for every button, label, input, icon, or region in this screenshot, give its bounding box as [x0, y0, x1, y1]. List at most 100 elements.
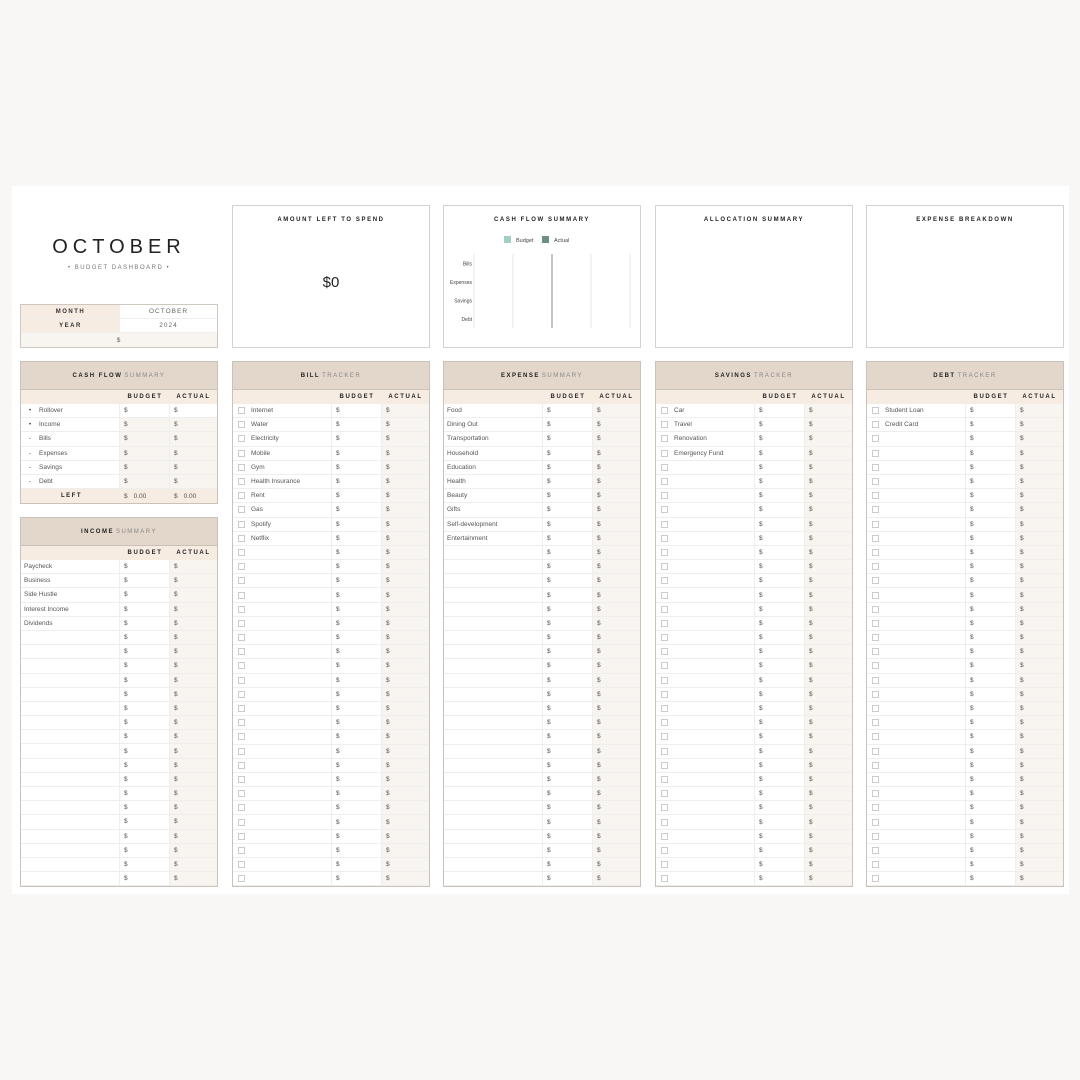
budget-cell[interactable]: $ [543, 687, 593, 701]
actual-cell[interactable]: $ [805, 687, 852, 701]
item-cell[interactable] [444, 772, 543, 787]
item-cell[interactable] [656, 503, 755, 517]
actual-cell[interactable]: $ [593, 631, 640, 645]
checkbox[interactable] [238, 478, 245, 486]
actual-cell[interactable]: $ [593, 701, 640, 716]
actual-cell[interactable]: $ [382, 645, 429, 659]
actual-cell[interactable]: $ [1016, 858, 1063, 872]
budget-cell[interactable]: $ [120, 602, 170, 616]
actual-cell[interactable]: $ [170, 787, 217, 801]
budget-cell[interactable]: $ [332, 531, 382, 545]
budget-cell[interactable]: $ [966, 787, 1016, 801]
checkbox[interactable] [661, 634, 668, 642]
item-cell[interactable] [867, 829, 966, 843]
checkbox[interactable] [661, 705, 668, 713]
budget-cell[interactable]: $ [755, 404, 805, 418]
actual-cell[interactable]: $ [170, 432, 217, 446]
budget-cell[interactable]: $ [543, 730, 593, 744]
budget-cell[interactable]: $ [755, 801, 805, 815]
item-cell[interactable] [444, 545, 543, 560]
item-cell[interactable]: Dividends [21, 616, 120, 630]
budget-cell[interactable]: $ [332, 446, 382, 460]
item-cell[interactable]: Emergency Fund [656, 446, 755, 460]
item-cell[interactable] [21, 872, 120, 886]
item-cell[interactable] [21, 659, 120, 673]
item-cell[interactable] [867, 588, 966, 602]
actual-cell[interactable]: $ [593, 772, 640, 787]
item-cell[interactable]: Water [233, 418, 332, 432]
item-cell[interactable] [656, 758, 755, 772]
actual-cell[interactable]: $ [593, 858, 640, 872]
item-cell[interactable] [233, 872, 332, 886]
item-cell[interactable]: Household [444, 446, 543, 460]
checkbox[interactable] [661, 548, 668, 556]
budget-cell[interactable]: $ [966, 588, 1016, 602]
budget-cell[interactable]: $ [332, 645, 382, 659]
budget-cell[interactable]: $ [543, 843, 593, 857]
item-cell[interactable] [867, 701, 966, 716]
item-cell[interactable] [444, 560, 543, 574]
actual-cell[interactable]: $ [382, 815, 429, 829]
checkbox[interactable] [872, 407, 879, 415]
actual-cell[interactable]: $ [170, 418, 217, 432]
item-cell[interactable] [21, 645, 120, 659]
item-cell[interactable] [233, 801, 332, 815]
item-cell[interactable]: Food [444, 404, 543, 418]
actual-cell[interactable]: $ [170, 616, 217, 630]
checkbox[interactable] [872, 733, 879, 741]
checkbox[interactable] [238, 605, 245, 613]
actual-cell[interactable]: $ [805, 474, 852, 489]
actual-cell[interactable]: $ [170, 758, 217, 772]
budget-cell[interactable]: $ [543, 489, 593, 503]
item-cell[interactable]: Spotify [233, 517, 332, 531]
checkbox[interactable] [661, 478, 668, 486]
budget-cell[interactable]: $ [543, 602, 593, 616]
checkbox[interactable] [661, 563, 668, 571]
budget-cell[interactable]: $ [966, 616, 1016, 630]
actual-cell[interactable]: $ [805, 489, 852, 503]
item-cell[interactable] [867, 489, 966, 503]
item-cell[interactable] [233, 716, 332, 730]
item-cell[interactable] [867, 801, 966, 815]
budget-cell[interactable]: $ [543, 517, 593, 531]
actual-cell[interactable]: $ [805, 418, 852, 432]
budget-cell[interactable]: $ [966, 560, 1016, 574]
actual-cell[interactable]: $ [593, 404, 640, 418]
budget-cell[interactable]: $ [332, 503, 382, 517]
budget-cell[interactable]: $ [755, 659, 805, 673]
budget-cell[interactable]: $ [332, 772, 382, 787]
item-cell[interactable]: Health [444, 474, 543, 489]
actual-cell[interactable]: $ [1016, 631, 1063, 645]
actual-cell[interactable]: $ [805, 404, 852, 418]
budget-cell[interactable]: $ [755, 616, 805, 630]
checkbox[interactable] [872, 435, 879, 443]
budget-cell[interactable]: $ [543, 659, 593, 673]
item-cell[interactable] [233, 843, 332, 857]
actual-cell[interactable]: $ [170, 645, 217, 659]
item-cell[interactable] [867, 687, 966, 701]
budget-cell[interactable]: $ [332, 489, 382, 503]
item-cell[interactable] [656, 545, 755, 560]
actual-cell[interactable]: $ [382, 474, 429, 489]
actual-cell[interactable]: $ [382, 872, 429, 886]
item-cell[interactable]: Renovation [656, 432, 755, 446]
checkbox[interactable] [661, 861, 668, 869]
checkbox[interactable] [661, 690, 668, 698]
item-cell[interactable] [656, 517, 755, 531]
budget-cell[interactable]: $ [543, 474, 593, 489]
checkbox[interactable] [872, 747, 879, 755]
budget-cell[interactable]: $ [966, 843, 1016, 857]
checkbox[interactable] [872, 662, 879, 670]
actual-cell[interactable]: $ [170, 404, 217, 418]
checkbox[interactable] [661, 407, 668, 415]
actual-cell[interactable]: $ [382, 758, 429, 772]
budget-cell[interactable]: $ [543, 858, 593, 872]
budget-cell[interactable]: $ [332, 560, 382, 574]
budget-cell[interactable]: $ [755, 815, 805, 829]
actual-cell[interactable]: $ [593, 744, 640, 758]
actual-cell[interactable]: $ [593, 545, 640, 560]
item-cell[interactable] [867, 716, 966, 730]
actual-cell[interactable]: $ [805, 730, 852, 744]
checkbox[interactable] [661, 790, 668, 798]
checkbox[interactable] [238, 634, 245, 642]
